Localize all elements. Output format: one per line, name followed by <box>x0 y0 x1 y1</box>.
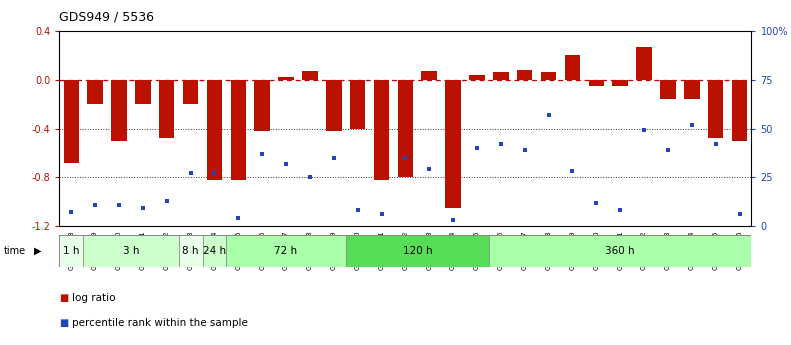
Bar <box>422 71 437 80</box>
Bar <box>346 235 489 267</box>
Bar <box>589 80 604 86</box>
Bar <box>660 80 676 99</box>
Bar <box>469 75 485 80</box>
Text: 3 h: 3 h <box>123 246 139 256</box>
Bar <box>445 80 461 208</box>
Bar <box>517 70 532 80</box>
Bar <box>206 80 222 180</box>
Text: ▶: ▶ <box>34 246 41 256</box>
Bar <box>226 235 346 267</box>
Text: ■: ■ <box>59 294 69 303</box>
Bar <box>565 56 581 80</box>
Bar <box>202 235 226 267</box>
Text: percentile rank within the sample: percentile rank within the sample <box>72 318 248 327</box>
Bar <box>302 71 318 80</box>
Bar <box>398 80 413 177</box>
Text: ■: ■ <box>59 318 69 327</box>
Text: 8 h: 8 h <box>183 246 199 256</box>
Bar <box>255 80 270 131</box>
Bar <box>112 80 127 141</box>
Bar <box>636 47 652 80</box>
Text: GDS949 / 5536: GDS949 / 5536 <box>59 10 154 23</box>
Bar <box>326 80 342 131</box>
Bar <box>59 235 83 267</box>
Text: 24 h: 24 h <box>203 246 226 256</box>
Bar <box>183 80 199 104</box>
Text: 360 h: 360 h <box>605 246 635 256</box>
Text: 72 h: 72 h <box>274 246 297 256</box>
Bar <box>374 80 389 180</box>
Bar <box>278 77 293 80</box>
Bar <box>489 235 751 267</box>
Bar <box>350 80 365 128</box>
Text: time: time <box>4 246 26 256</box>
Text: 120 h: 120 h <box>403 246 432 256</box>
Bar <box>83 235 179 267</box>
Bar <box>179 235 202 267</box>
Bar <box>708 80 724 138</box>
Bar <box>684 80 699 99</box>
Bar <box>493 72 509 80</box>
Bar <box>87 80 103 104</box>
Text: log ratio: log ratio <box>72 294 115 303</box>
Bar <box>612 80 628 86</box>
Bar <box>541 72 556 80</box>
Bar <box>732 80 747 141</box>
Bar <box>159 80 175 138</box>
Bar <box>135 80 150 104</box>
Bar <box>63 80 79 162</box>
Bar <box>230 80 246 180</box>
Text: 1 h: 1 h <box>63 246 80 256</box>
